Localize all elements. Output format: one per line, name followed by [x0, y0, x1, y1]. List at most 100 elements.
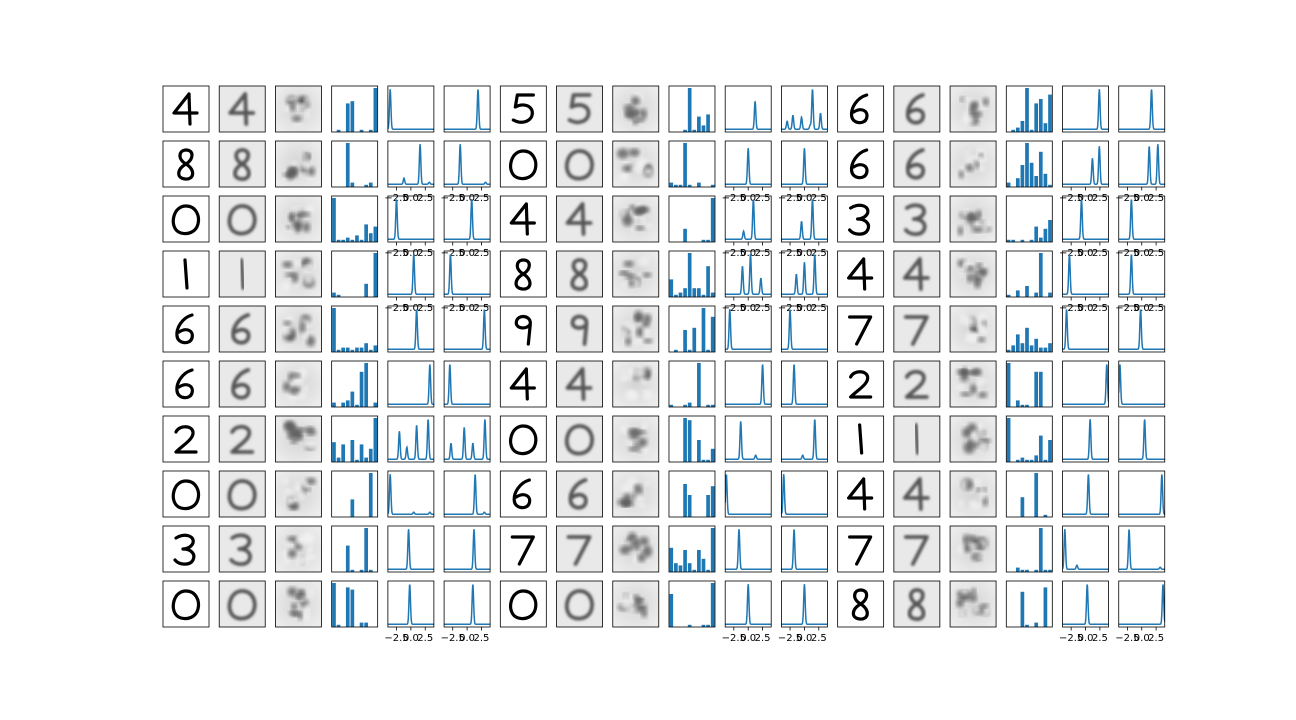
r8-g0-bar-chart-bar-7	[364, 528, 368, 572]
r3-g1-frame-0	[499, 250, 547, 298]
r2-g1-line-1	[781, 199, 828, 240]
r5-g0-bar-chart	[332, 363, 378, 407]
r4-g1-bar-chart-bar-8	[706, 349, 710, 352]
r1-g1-reconstruction	[556, 141, 603, 187]
r3-g0-line-1-tick-label-2: 2.5	[474, 303, 490, 314]
r6-g0-bar-chart-bar-6	[359, 444, 364, 462]
r2-g1-line-0-tick-label-0: −2.5	[722, 248, 746, 259]
r2-g2-line-0-curve	[1062, 199, 1109, 240]
r9-g0-bar-chart-bar-0	[332, 583, 336, 627]
r9-g2-line-1-tick-label-1: 0.0	[1134, 633, 1150, 644]
r0-g1-frame-0	[499, 85, 547, 133]
r1-g2-bar-chart-bar-4	[1025, 143, 1029, 187]
r7-g2-frame-2	[949, 470, 997, 518]
r8-g2-frame-5	[1118, 525, 1166, 573]
r5-g2-bar-chart-bar-0	[1006, 363, 1011, 407]
r2-g0-bar-chart-bar-4	[350, 239, 355, 242]
r3-g1-line-1-curve	[781, 254, 828, 295]
r4-g2-bar-chart-bar-1	[1011, 345, 1016, 352]
r1-g1-bar-chart-bar-6	[697, 182, 701, 187]
r0-g1-frame-1	[556, 85, 603, 133]
r0-g2-bar-chart	[1011, 88, 1052, 132]
r2-g2-bar-chart-bar-9	[1048, 220, 1052, 242]
r0-g2-frame-1	[893, 85, 941, 133]
r7-g2-bar-chart-bar-3	[1020, 497, 1025, 517]
r3-g2-bar-chart-bar-6	[1034, 292, 1039, 297]
r9-g1-frame-1	[556, 580, 603, 628]
r7-g2-bar-chart-bar-6	[1034, 473, 1039, 517]
r8-g2-line-0-curve	[1062, 529, 1109, 570]
r5-g0-line-1	[444, 364, 491, 405]
r1-g0-line-0-tick-label-2: 2.5	[417, 193, 433, 204]
r7-g0-heatmap	[275, 471, 322, 517]
r1-g1-frame-5	[781, 140, 828, 188]
r2-g2-line-1-tick-label-0: −2.5	[1115, 248, 1139, 259]
r3-g1-line-0-tick-label-2: 2.5	[755, 303, 771, 314]
r4-g0-bar-chart-bar-4	[350, 349, 355, 352]
r6-g2-line-0	[1062, 419, 1109, 460]
r3-g2-bar-chart	[1006, 253, 1052, 297]
r6-g0-line-0	[387, 419, 434, 460]
r3-g1-frame-2	[612, 250, 660, 298]
r5-g1-bar-chart-bar-8	[706, 404, 710, 407]
r7-g2-frame-5	[1118, 470, 1166, 518]
r3-g2-line-0	[1062, 254, 1109, 295]
r3-g0-frame-3	[331, 250, 379, 298]
r4-g2-bar-chart-bar-8	[1043, 347, 1048, 352]
r0-g2-frame-2	[949, 85, 997, 133]
r6-g1-frame-5	[781, 415, 828, 463]
r1-g1-bar-chart-bar-3	[683, 143, 687, 187]
r5-g1-bar-chart	[669, 363, 715, 407]
r0-g0-frame-5	[443, 85, 491, 133]
r7-g2-line-0-curve	[1062, 474, 1109, 515]
r2-g0-frame-3	[331, 195, 379, 243]
r2-g2-line-1-tick-label-1: 0.0	[1134, 248, 1150, 259]
r5-g2-reconstruction	[893, 361, 940, 407]
r7-g1-line-1	[781, 474, 828, 515]
r0-g1-frame-4	[724, 85, 772, 133]
r3-g0-line-1	[444, 254, 491, 295]
r1-g1-bar-chart	[669, 143, 715, 187]
r6-g1-bar-chart-bar-8	[706, 459, 710, 462]
r4-g1-bar-chart-bar-1	[674, 349, 678, 352]
r4-g0-frame-2	[275, 305, 322, 353]
r1-g0-line-0-tick-label-1: 0.0	[403, 193, 419, 204]
r8-g0-reconstruction	[219, 526, 266, 572]
r1-g1-frame-1	[556, 140, 603, 188]
r2-g1-line-0-tick-label-2: 2.5	[755, 248, 771, 259]
r1-g0-bar-chart-bar-7	[364, 184, 368, 187]
r7-g0-bar-chart-bar-4	[350, 499, 355, 517]
r6-g2-frame-3	[1005, 415, 1053, 463]
r5-g1-line-1-curve	[781, 364, 828, 405]
r3-g0-bar-chart-bar-9	[373, 253, 378, 297]
r2-g0-line-1-tick-label-1: 0.0	[459, 248, 475, 259]
r3-g1-frame-1	[556, 250, 603, 298]
r6-g2-bar-chart-bar-9	[1048, 440, 1052, 462]
r4-g0-bar-chart-bar-6	[359, 347, 364, 352]
r0-g1-line-1-curve	[781, 89, 828, 130]
r1-g1-line-0	[725, 148, 772, 185]
r9-g0-input-digit	[171, 589, 201, 621]
r7-g2-line-0	[1062, 474, 1109, 515]
r2-g1-bar-chart	[683, 198, 715, 242]
r3-g1-bar-chart	[669, 253, 715, 297]
r8-g0-bar-chart-bar-6	[359, 569, 364, 572]
r2-g2-bar-chart-bar-6	[1034, 226, 1039, 242]
r6-g1-frame-0	[499, 415, 547, 463]
r5-g1-bar-chart-bar-3	[683, 404, 687, 407]
r8-g0-frame-0	[162, 525, 210, 573]
r3-g0-line-0-tick-label-1: 0.0	[403, 303, 419, 314]
r2-g1-bar-chart-bar-8	[706, 239, 710, 242]
r0-g2-line-0-curve	[1062, 89, 1109, 130]
r1-g0-bar-chart	[345, 143, 373, 187]
r4-g2-bar-chart-bar-0	[1006, 349, 1011, 352]
r1-g2-line-1-tick-label-2: 2.5	[1148, 193, 1164, 204]
r1-g2-bar-chart-bar-6	[1034, 176, 1039, 187]
r1-g2-line-0-tick-label-0: −2.5	[1059, 193, 1083, 204]
r0-g1-bar-chart-bar-7	[701, 125, 706, 132]
r2-g0-line-1-curve	[444, 199, 491, 240]
r7-g1-bar-chart-bar-4	[687, 495, 692, 517]
r1-g0-heatmap	[275, 141, 322, 187]
r9-g0-frame-4	[387, 580, 435, 628]
